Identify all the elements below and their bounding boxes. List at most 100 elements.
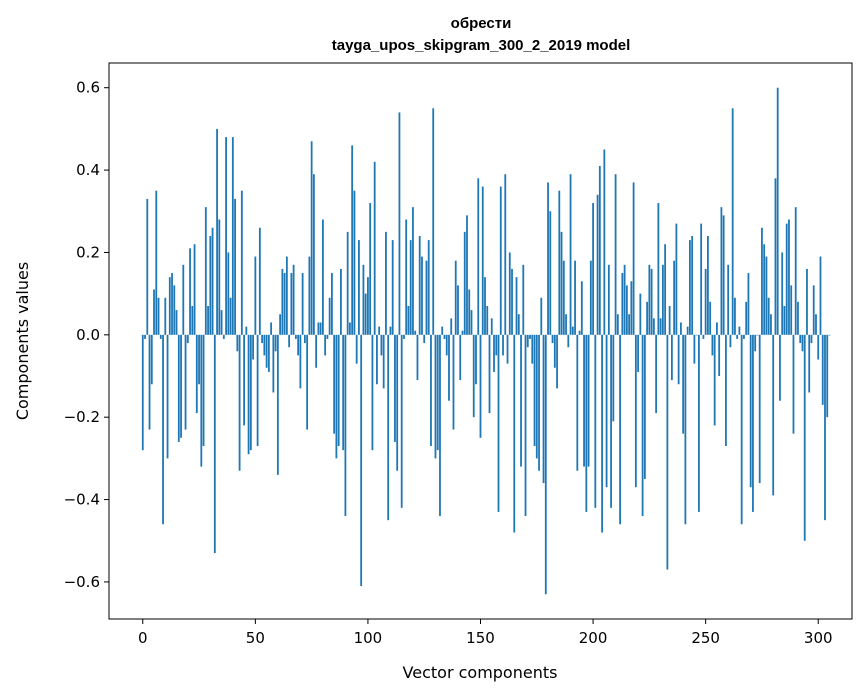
- bar: [641, 334, 644, 517]
- bar: [776, 87, 779, 335]
- chart-title-group: обрести tayga_upos_skipgram_300_2_2019 m…: [332, 15, 631, 54]
- bar: [810, 334, 813, 344]
- bar: [693, 334, 696, 364]
- bar: [229, 297, 232, 335]
- x-axis-label: Vector components: [403, 663, 558, 682]
- bar: [454, 260, 457, 335]
- bar: [216, 128, 218, 335]
- bar: [180, 334, 182, 438]
- bar: [220, 310, 223, 335]
- y-tick-label: 0.2: [76, 243, 100, 261]
- bar: [576, 334, 579, 471]
- bar: [202, 334, 205, 447]
- bar: [598, 165, 601, 335]
- bar: [353, 190, 356, 335]
- bar: [734, 297, 736, 335]
- bar: [457, 285, 459, 335]
- bar: [427, 240, 430, 335]
- bar: [150, 334, 153, 385]
- bar: [477, 178, 480, 335]
- bar: [292, 264, 295, 335]
- bar: [445, 334, 448, 356]
- bar: [272, 334, 275, 393]
- x-tick-label: 250: [691, 629, 720, 647]
- bar: [779, 334, 781, 401]
- bar: [605, 334, 608, 488]
- bar: [499, 186, 502, 335]
- bar: [524, 334, 527, 517]
- bar: [610, 334, 612, 508]
- bar: [596, 194, 599, 335]
- bar: [533, 334, 536, 447]
- bar: [614, 174, 617, 335]
- bar: [301, 273, 304, 335]
- bar: [468, 289, 471, 335]
- bar: [770, 314, 772, 335]
- bar: [801, 334, 804, 352]
- bar: [655, 334, 658, 414]
- bar: [308, 256, 311, 335]
- bar: [324, 334, 327, 356]
- bar: [652, 318, 655, 335]
- y-tick-label: −0.6: [64, 573, 100, 591]
- bar: [781, 252, 784, 335]
- bar: [299, 334, 302, 389]
- bar: [718, 334, 721, 377]
- bar: [790, 285, 793, 335]
- bar: [565, 314, 567, 335]
- bar: [612, 334, 615, 422]
- bar: [486, 305, 489, 335]
- y-tick-label: −0.4: [64, 491, 100, 509]
- bar: [585, 334, 588, 512]
- bar: [709, 301, 712, 335]
- bar: [394, 334, 396, 442]
- bar: [774, 178, 777, 335]
- bar: [711, 334, 714, 356]
- bar: [403, 334, 405, 339]
- bar: [743, 334, 745, 339]
- bar: [729, 334, 732, 348]
- bar: [684, 334, 687, 525]
- bar: [459, 334, 462, 381]
- bar: [470, 310, 473, 335]
- bar: [141, 334, 144, 451]
- y-tick-label: 0.4: [76, 161, 100, 179]
- bar: [542, 334, 545, 484]
- bar: [432, 108, 435, 335]
- bar: [198, 334, 200, 385]
- bar: [634, 334, 637, 488]
- bar: [349, 322, 351, 335]
- bar: [749, 334, 752, 488]
- bar: [578, 330, 581, 335]
- x-tick-label: 300: [804, 629, 833, 647]
- bar: [195, 334, 198, 414]
- bar: [333, 334, 336, 434]
- bar: [506, 334, 509, 364]
- bar: [448, 334, 450, 401]
- bar: [423, 334, 426, 344]
- y-axis-label: Components values: [13, 262, 32, 420]
- bar: [222, 334, 225, 339]
- x-tick-label: 50: [246, 629, 265, 647]
- bar: [515, 277, 518, 335]
- bar: [297, 334, 300, 356]
- bar: [276, 334, 279, 475]
- bar: [806, 268, 808, 335]
- bar: [153, 289, 155, 335]
- bar: [331, 273, 333, 335]
- bar: [493, 334, 495, 372]
- bar: [736, 334, 739, 339]
- bar: [236, 334, 239, 352]
- bar: [321, 219, 324, 335]
- bar: [407, 305, 410, 335]
- bars: [141, 87, 831, 595]
- bar: [619, 334, 621, 525]
- bar: [731, 108, 734, 335]
- bar: [200, 334, 203, 467]
- bar: [646, 301, 649, 335]
- bar: [574, 260, 576, 335]
- bar: [657, 203, 660, 335]
- bar: [414, 330, 417, 335]
- bar: [720, 207, 723, 335]
- bar: [337, 334, 340, 447]
